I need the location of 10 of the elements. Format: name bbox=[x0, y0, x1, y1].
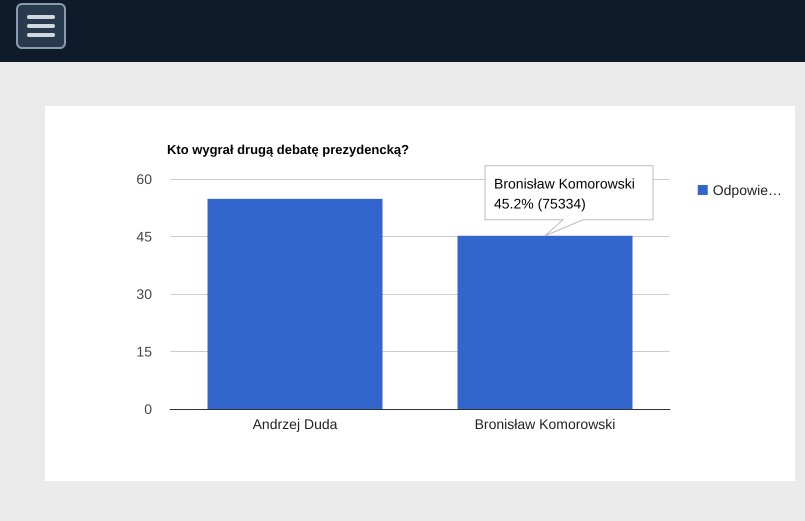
y-tick-label: 30 bbox=[136, 286, 152, 302]
x-tick-label: Andrzej Duda bbox=[252, 416, 338, 432]
y-tick-label: 45 bbox=[136, 228, 152, 244]
y-tick-label: 0 bbox=[144, 401, 152, 417]
legend-label: Odpowie… bbox=[712, 182, 782, 198]
y-tick-label: 60 bbox=[136, 171, 152, 187]
chart-title: Kto wygrał drugą debatę prezydencką? bbox=[167, 142, 410, 157]
annotation: Bronisław Komorowski 45.2% (75334) bbox=[494, 176, 635, 212]
x-tick-label: Bronisław Komorowski bbox=[474, 416, 616, 432]
y-tick-label: 15 bbox=[136, 344, 152, 360]
